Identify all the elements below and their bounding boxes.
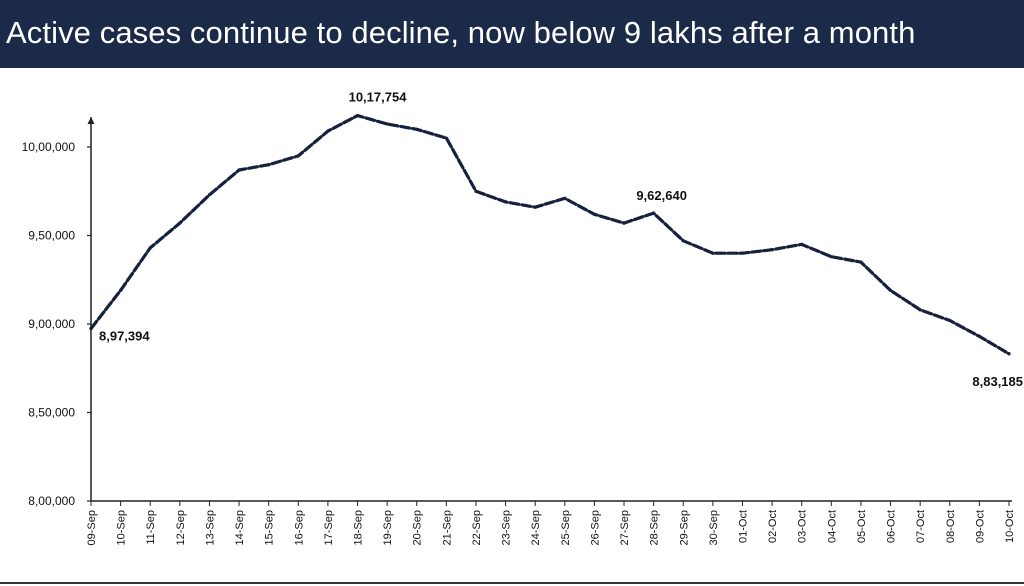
x-tick-label: 15-Sep bbox=[264, 510, 276, 545]
data-point bbox=[622, 221, 626, 225]
x-tick-label: 14-Sep bbox=[234, 510, 246, 545]
data-point bbox=[770, 248, 774, 252]
data-point bbox=[918, 308, 922, 312]
x-tick-label: 24-Sep bbox=[530, 510, 542, 545]
x-tick-label: 16-Sep bbox=[293, 510, 305, 545]
line-chart: 8,00,000 8,50,000 9,00,000 9,50,000 10,00,00… bbox=[22, 90, 1023, 546]
data-point bbox=[178, 221, 182, 225]
data-point bbox=[740, 251, 745, 255]
x-tick-label: 25-Sep bbox=[560, 510, 572, 545]
data-point bbox=[800, 242, 804, 246]
y-tick-label: 9,50,000 bbox=[28, 229, 75, 243]
data-point bbox=[977, 334, 981, 338]
x-tick-label: 07-Oct bbox=[915, 510, 927, 543]
data-point bbox=[355, 113, 360, 118]
data-point bbox=[267, 163, 271, 167]
x-tick-label: 09-Sep bbox=[86, 510, 98, 545]
x-tick-label: 22-Sep bbox=[471, 510, 483, 545]
y-tick-label: 9,00,000 bbox=[28, 317, 75, 331]
x-tick-label: 27-Sep bbox=[619, 510, 631, 545]
data-label: 8,97,394 bbox=[99, 329, 150, 344]
x-tick-label: 13-Sep bbox=[204, 510, 216, 545]
y-axis-arrow bbox=[87, 117, 95, 124]
x-tick-label: 20-Sep bbox=[412, 510, 424, 545]
data-point bbox=[444, 136, 448, 140]
data-point bbox=[296, 154, 300, 158]
data-label: 8,83,185 bbox=[972, 374, 1023, 389]
data-point bbox=[237, 168, 241, 172]
x-tick-label: 11-Sep bbox=[145, 510, 157, 545]
x-tick-label: 10-Sep bbox=[116, 510, 128, 545]
y-tick-label: 8,00,000 bbox=[28, 494, 75, 508]
data-point bbox=[207, 193, 212, 197]
data-point bbox=[326, 129, 330, 133]
x-tick-label: 03-Oct bbox=[797, 510, 809, 543]
data-point bbox=[119, 288, 123, 292]
series-line bbox=[89, 113, 1011, 356]
x-tick-label: 30-Sep bbox=[708, 510, 720, 545]
data-point bbox=[385, 122, 389, 126]
y-tick-label: 10,00,000 bbox=[22, 140, 76, 154]
bottom-divider bbox=[0, 582, 1024, 584]
x-tick-label: 04-Oct bbox=[826, 510, 838, 543]
x-tick-label: 23-Sep bbox=[501, 510, 513, 545]
x-tick-label: 10-Oct bbox=[1004, 510, 1016, 543]
data-point bbox=[563, 196, 567, 200]
x-tick-label: 29-Sep bbox=[678, 510, 690, 545]
x-tick-label: 02-Oct bbox=[767, 510, 779, 543]
data-point bbox=[533, 205, 537, 209]
x-tick-label: 08-Oct bbox=[945, 510, 957, 543]
data-point bbox=[652, 211, 656, 215]
data-label: 10,17,754 bbox=[349, 90, 408, 105]
data-point bbox=[711, 251, 715, 255]
data-point bbox=[415, 127, 419, 131]
data-point bbox=[89, 327, 93, 331]
x-tick-label: 18-Sep bbox=[353, 510, 365, 545]
data-point bbox=[859, 260, 863, 264]
data-point bbox=[1007, 352, 1011, 356]
x-tick-label: 01-Oct bbox=[737, 510, 749, 543]
x-tick-label: 06-Oct bbox=[886, 510, 898, 543]
x-tick-label: 12-Sep bbox=[175, 510, 187, 545]
x-tick-label: 09-Oct bbox=[974, 510, 986, 543]
x-tick-label: 17-Sep bbox=[323, 510, 335, 545]
x-tick-label: 05-Oct bbox=[856, 510, 868, 543]
data-point bbox=[888, 288, 893, 292]
data-label: 9,62,640 bbox=[636, 188, 687, 203]
x-tick-label: 28-Sep bbox=[649, 510, 661, 545]
x-tick-label: 21-Sep bbox=[441, 510, 453, 545]
data-point bbox=[829, 255, 833, 259]
x-tick-label: 19-Sep bbox=[382, 510, 394, 545]
x-tick-label: 26-Sep bbox=[589, 510, 601, 545]
data-point bbox=[474, 189, 478, 193]
y-tick-label: 8,50,000 bbox=[28, 406, 75, 420]
data-point bbox=[592, 212, 597, 216]
data-point bbox=[148, 246, 152, 250]
data-point bbox=[948, 318, 952, 323]
data-point bbox=[503, 200, 508, 204]
title-banner: Active cases continue to decline, now be… bbox=[0, 0, 1024, 68]
chart-title: Active cases continue to decline, now be… bbox=[6, 15, 916, 50]
data-point bbox=[681, 239, 685, 243]
